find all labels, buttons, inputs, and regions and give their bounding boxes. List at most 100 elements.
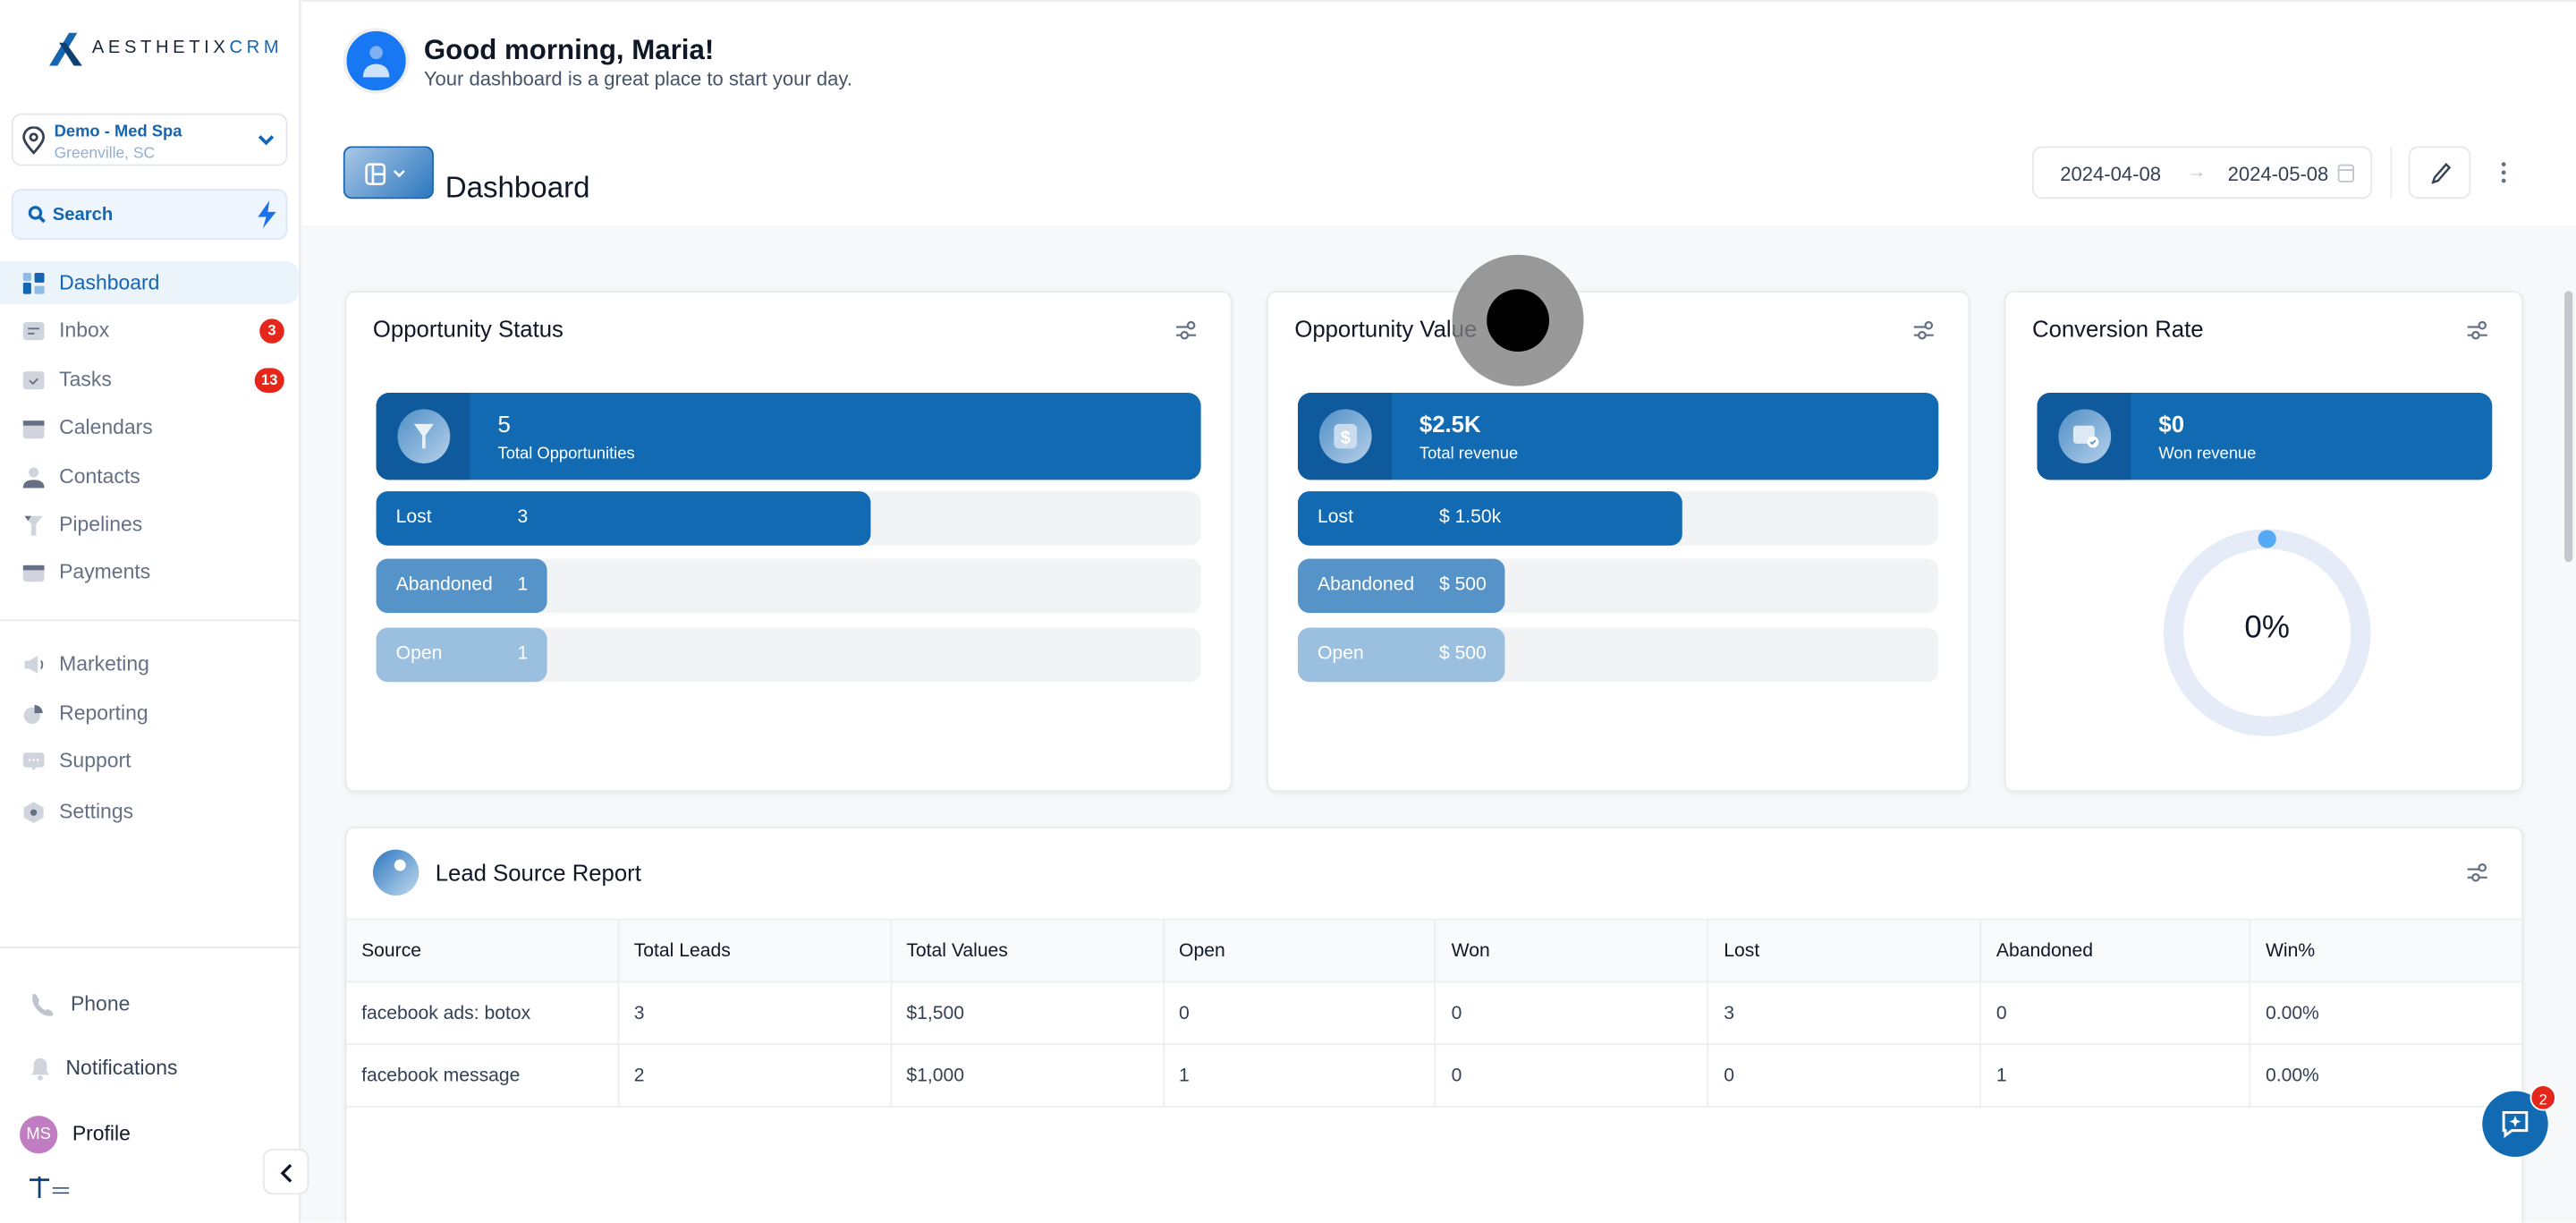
- megaphone-icon: [24, 654, 44, 674]
- sidebar-item-support[interactable]: Support: [0, 740, 299, 783]
- filter-settings-icon[interactable]: [1174, 318, 1198, 342]
- more-options-icon[interactable]: [2500, 161, 2506, 184]
- row-label: Abandoned: [395, 574, 493, 595]
- filter-settings-icon[interactable]: [2466, 318, 2489, 342]
- table-cell: 1: [1979, 1043, 2251, 1108]
- sidebar-item-label: Dashboard: [59, 271, 160, 294]
- edit-dashboard-button[interactable]: [2408, 146, 2471, 200]
- column-header[interactable]: Lost: [1707, 918, 1982, 983]
- table-cell: $1,000: [890, 1043, 1165, 1108]
- sidebar-item-profile[interactable]: MS Profile: [0, 1112, 299, 1155]
- sidebar-item-payments[interactable]: Payments: [0, 550, 299, 593]
- row-label: Open: [395, 643, 443, 665]
- sidebar-item-phone[interactable]: Phone: [0, 982, 299, 1025]
- chevron-down-icon: [258, 135, 275, 146]
- sidebar-item-inbox[interactable]: Inbox 3: [0, 309, 299, 352]
- search-button[interactable]: Search: [11, 189, 288, 241]
- date-from[interactable]: 2024-04-08: [2060, 162, 2161, 186]
- table-cell: 0: [1979, 981, 2251, 1046]
- funnel-icon: [24, 514, 43, 535]
- header-divider: [2390, 146, 2393, 200]
- chat-unread-badge: 2: [2529, 1084, 2556, 1111]
- row-value: $ 1.50k: [1438, 507, 1502, 528]
- filter-settings-icon[interactable]: [1912, 318, 1936, 342]
- sidebar-item-settings[interactable]: Settings: [0, 790, 299, 833]
- payments-icon: [22, 564, 45, 582]
- table-cell: 1: [1162, 1043, 1437, 1108]
- user-icon: [362, 46, 390, 78]
- count-badge: 3: [259, 318, 284, 344]
- sidebar-item-calendars[interactable]: Calendars: [0, 406, 299, 449]
- status-row-lost: Lost $ 1.50k: [1297, 491, 1939, 546]
- column-header[interactable]: Abandoned: [1979, 918, 2251, 983]
- column-header[interactable]: Total Values: [890, 918, 1165, 983]
- arrow-right-icon: →: [2186, 159, 2207, 183]
- table-cell: 3: [617, 981, 892, 1046]
- conversion-rate-card: Conversion Rate $0 Won revenue 0%: [2004, 291, 2524, 793]
- location-switcher[interactable]: Demo - Med Spa Greenville, SC: [11, 113, 288, 166]
- sidebar-divider: [0, 946, 300, 948]
- column-header[interactable]: Source: [346, 918, 620, 983]
- layout-icon: [365, 163, 405, 185]
- count-badge: 13: [254, 368, 284, 393]
- column-header[interactable]: Total Leads: [617, 918, 892, 983]
- sidebar-item-contacts[interactable]: Contacts: [0, 455, 299, 498]
- sidebar-item-dashboard[interactable]: Dashboard: [0, 261, 300, 304]
- sidebar-item-pipelines[interactable]: Pipelines: [0, 503, 299, 546]
- collapse-sidebar-button[interactable]: [262, 1148, 309, 1195]
- won-revenue-value: $0: [2158, 411, 2185, 437]
- won-revenue-banner: $0 Won revenue: [2037, 392, 2493, 480]
- card-title: Conversion Rate: [2031, 315, 2204, 343]
- table-cell: $1,500: [890, 981, 1165, 1046]
- row-value: 1: [517, 574, 529, 595]
- sidebar-item-marketing[interactable]: Marketing: [0, 642, 299, 685]
- table-cell: 0.00%: [2249, 1043, 2522, 1108]
- total-revenue-label: Total revenue: [1419, 445, 1519, 463]
- status-row-abandoned: Abandoned 1: [376, 558, 1201, 614]
- table-cell: 0: [1707, 1043, 1982, 1108]
- bell-icon: [30, 1057, 50, 1080]
- progress-fill: Open $ 500: [1297, 627, 1505, 683]
- date-range-picker[interactable]: 2024-04-08 → 2024-05-08: [2031, 146, 2373, 200]
- svg-text:$: $: [1341, 429, 1351, 448]
- table-row: facebook ads: botox 3 $1,500 0 0 3 0 0.00%: [346, 981, 2522, 1046]
- scrollbar-thumb[interactable]: [2564, 291, 2573, 563]
- progress-fill: Lost $ 1.50k: [1297, 491, 1682, 546]
- table-header-row: Source Total Leads Total Values Open Won Lost…: [346, 918, 2522, 983]
- opportunity-status-card: Opportunity Status 5 Total Opportunities…: [344, 291, 1233, 793]
- column-header[interactable]: Open: [1162, 918, 1437, 983]
- brand-logo[interactable]: AESTHETIXCRM: [49, 30, 283, 66]
- calendar-icon: [2337, 164, 2354, 183]
- greeting-subtitle: Your dashboard is a great place to start…: [423, 67, 852, 91]
- card-title: Opportunity Value: [1294, 315, 1478, 343]
- location-city: Greenville, SC: [54, 144, 156, 163]
- sidebar-item-reporting[interactable]: Reporting: [0, 692, 299, 735]
- row-label: Abandoned: [1318, 574, 1415, 595]
- sidebar-item-notifications[interactable]: Notifications: [0, 1047, 299, 1090]
- calendar-icon: [22, 420, 45, 438]
- chevron-left-icon: [280, 1164, 292, 1183]
- funnel-icon: [413, 423, 434, 449]
- sidebar-item-tasks[interactable]: Tasks 13: [0, 358, 299, 401]
- filter-settings-icon[interactable]: [2466, 861, 2489, 884]
- total-revenue-value: $2.5K: [1419, 411, 1481, 437]
- total-opportunities-value: 5: [497, 411, 511, 437]
- row-value: 1: [517, 643, 529, 665]
- column-header[interactable]: Won: [1435, 918, 1709, 983]
- sidebar-item-label: Marketing: [59, 652, 149, 675]
- date-to[interactable]: 2024-05-08: [2227, 162, 2329, 186]
- table-row: facebook message 2 $1,000 1 0 0 1 0.00%: [346, 1043, 2522, 1108]
- card-title: Lead Source Report: [435, 859, 641, 886]
- inbox-icon: [22, 321, 45, 340]
- phone-label: Phone: [70, 992, 131, 1016]
- avatar: MS: [20, 1115, 58, 1153]
- chat-widget-button[interactable]: 2: [2482, 1084, 2556, 1158]
- search-icon: [28, 206, 46, 224]
- column-header[interactable]: Win%: [2249, 918, 2522, 983]
- dashboard-icon: [22, 271, 45, 293]
- status-row-abandoned: Abandoned $ 500: [1297, 558, 1939, 614]
- layout-switcher-button[interactable]: [343, 146, 434, 200]
- location-pin-icon: [22, 126, 46, 155]
- hipaa-badge-icon: [30, 1176, 70, 1198]
- won-revenue-label: Won revenue: [2158, 445, 2257, 463]
